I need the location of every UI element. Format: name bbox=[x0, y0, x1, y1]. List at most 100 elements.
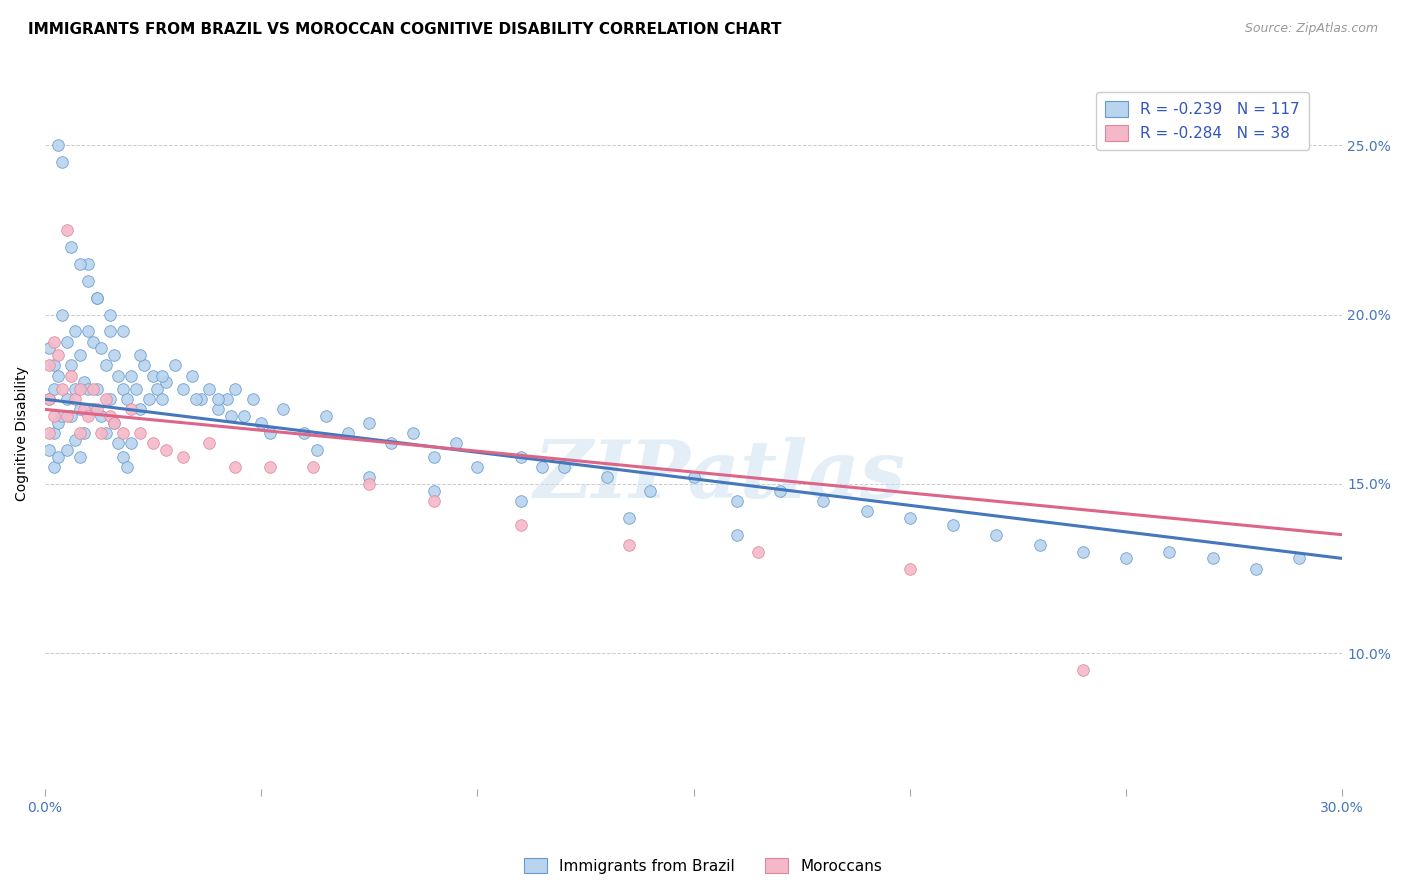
Point bbox=[1244, 561, 1267, 575]
Point bbox=[181, 368, 204, 383]
Point bbox=[103, 416, 125, 430]
Point bbox=[725, 493, 748, 508]
Point bbox=[150, 392, 173, 407]
Point bbox=[51, 155, 73, 169]
Point bbox=[77, 325, 100, 339]
Point bbox=[77, 257, 100, 271]
Point bbox=[190, 392, 212, 407]
Point bbox=[86, 402, 108, 417]
Point bbox=[94, 426, 117, 441]
Text: IMMIGRANTS FROM BRAZIL VS MOROCCAN COGNITIVE DISABILITY CORRELATION CHART: IMMIGRANTS FROM BRAZIL VS MOROCCAN COGNI… bbox=[28, 22, 782, 37]
Point bbox=[120, 402, 142, 417]
Point bbox=[224, 460, 246, 475]
Point bbox=[98, 325, 121, 339]
Point bbox=[65, 325, 87, 339]
Point bbox=[98, 308, 121, 322]
Point bbox=[107, 436, 129, 450]
Point bbox=[423, 450, 446, 464]
Point bbox=[69, 348, 91, 362]
Point bbox=[86, 382, 108, 396]
Point bbox=[38, 443, 60, 458]
Point bbox=[69, 426, 91, 441]
Point bbox=[898, 561, 921, 575]
Point bbox=[155, 443, 177, 458]
Point bbox=[129, 402, 152, 417]
Text: ZIPatlas: ZIPatlas bbox=[533, 437, 905, 515]
Point bbox=[198, 382, 221, 396]
Point bbox=[77, 274, 100, 288]
Point bbox=[186, 392, 208, 407]
Point bbox=[596, 470, 619, 484]
Point bbox=[111, 426, 134, 441]
Point bbox=[250, 416, 273, 430]
Point bbox=[129, 426, 152, 441]
Point bbox=[423, 493, 446, 508]
Legend: Immigrants from Brazil, Moroccans: Immigrants from Brazil, Moroccans bbox=[517, 852, 889, 880]
Point bbox=[42, 382, 65, 396]
Point bbox=[747, 544, 769, 558]
Point bbox=[142, 436, 165, 450]
Point bbox=[155, 376, 177, 390]
Point bbox=[82, 334, 104, 349]
Point bbox=[1115, 551, 1137, 566]
Point bbox=[46, 348, 69, 362]
Point bbox=[855, 504, 877, 518]
Point bbox=[336, 426, 359, 441]
Point bbox=[59, 240, 82, 254]
Point bbox=[65, 382, 87, 396]
Point bbox=[42, 409, 65, 424]
Point bbox=[77, 409, 100, 424]
Point bbox=[42, 359, 65, 373]
Point bbox=[359, 476, 381, 491]
Point bbox=[46, 368, 69, 383]
Point bbox=[163, 359, 186, 373]
Point bbox=[359, 416, 381, 430]
Point bbox=[444, 436, 467, 450]
Point bbox=[467, 460, 489, 475]
Point bbox=[86, 291, 108, 305]
Point bbox=[86, 291, 108, 305]
Point bbox=[90, 426, 112, 441]
Point bbox=[38, 392, 60, 407]
Point bbox=[1159, 544, 1181, 558]
Legend: R = -0.239   N = 117, R = -0.284   N = 38: R = -0.239 N = 117, R = -0.284 N = 38 bbox=[1095, 92, 1309, 150]
Point bbox=[219, 409, 242, 424]
Point bbox=[77, 382, 100, 396]
Point bbox=[55, 392, 77, 407]
Point bbox=[509, 450, 531, 464]
Point bbox=[73, 402, 96, 417]
Point bbox=[1288, 551, 1310, 566]
Point bbox=[69, 257, 91, 271]
Point bbox=[59, 359, 82, 373]
Point bbox=[271, 402, 294, 417]
Point bbox=[38, 426, 60, 441]
Point bbox=[59, 409, 82, 424]
Point bbox=[509, 517, 531, 532]
Text: Source: ZipAtlas.com: Source: ZipAtlas.com bbox=[1244, 22, 1378, 36]
Point bbox=[65, 433, 87, 447]
Point bbox=[640, 483, 662, 498]
Point bbox=[82, 382, 104, 396]
Point bbox=[125, 382, 148, 396]
Point bbox=[115, 460, 138, 475]
Point bbox=[259, 426, 281, 441]
Point bbox=[1071, 544, 1094, 558]
Point bbox=[232, 409, 254, 424]
Point bbox=[69, 450, 91, 464]
Point bbox=[1071, 663, 1094, 677]
Point bbox=[65, 392, 87, 407]
Point bbox=[55, 334, 77, 349]
Point bbox=[42, 460, 65, 475]
Point bbox=[302, 460, 325, 475]
Point bbox=[73, 426, 96, 441]
Point bbox=[769, 483, 792, 498]
Point bbox=[38, 392, 60, 407]
Point bbox=[129, 348, 152, 362]
Point bbox=[401, 426, 423, 441]
Point bbox=[42, 334, 65, 349]
Point bbox=[98, 392, 121, 407]
Point bbox=[90, 409, 112, 424]
Point bbox=[94, 392, 117, 407]
Point bbox=[42, 426, 65, 441]
Point bbox=[813, 493, 835, 508]
